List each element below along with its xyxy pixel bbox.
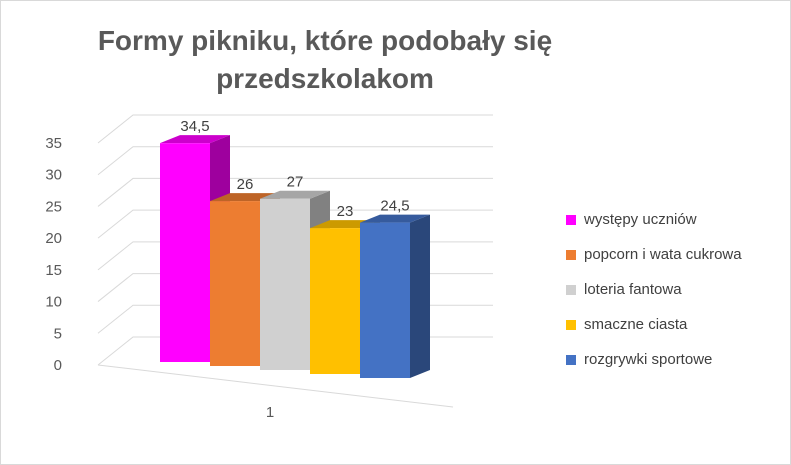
gridline <box>97 177 493 207</box>
legend-item: smaczne ciasta <box>566 307 742 342</box>
legend-label: popcorn i wata cukrowa <box>584 246 742 263</box>
y-tick-label: 25 <box>45 198 62 215</box>
data-labels: 34,5 26 27 23 24,5 <box>180 118 409 220</box>
y-tick-label: 5 <box>54 325 62 342</box>
legend-swatch <box>566 319 576 330</box>
chart-title: Formy pikniku, które podobały się przeds… <box>97 25 553 94</box>
data-label: 27 <box>287 174 304 191</box>
y-tick-label: 30 <box>45 167 62 184</box>
data-label: 23 <box>337 203 354 220</box>
gridline <box>97 209 493 239</box>
legend-swatch <box>566 284 576 295</box>
legend-label: loteria fantowa <box>584 281 682 298</box>
legend-item: popcorn i wata cukrowa <box>566 237 742 272</box>
y-tick-label: 15 <box>45 262 62 279</box>
legend-item: występy uczniów <box>566 202 742 237</box>
legend-label: występy uczniów <box>584 211 697 228</box>
legend: występy uczniów popcorn i wata cukrowa lot… <box>566 202 742 377</box>
legend-swatch <box>566 249 576 260</box>
x-tick-label: 1 <box>266 404 274 421</box>
legend-label: smaczne ciasta <box>584 316 688 333</box>
y-tick-label: 35 <box>45 135 62 152</box>
data-label: 24,5 <box>380 198 409 215</box>
x-axis: 1 <box>266 404 274 421</box>
legend-swatch <box>566 214 576 225</box>
y-tick-label: 10 <box>45 294 62 311</box>
floor-edge <box>97 364 454 408</box>
bars <box>160 135 430 378</box>
y-axis: 0 5 10 15 20 25 30 35 <box>45 135 62 374</box>
legend-item: rozgrywki sportowe <box>566 342 742 377</box>
legend-label: rozgrywki sportowe <box>584 351 713 368</box>
y-tick-label: 0 <box>54 357 62 374</box>
gridline <box>97 146 493 176</box>
bar <box>360 214 430 378</box>
gridline <box>97 114 493 144</box>
data-label: 34,5 <box>180 118 209 135</box>
legend-item: loteria fantowa <box>566 272 742 307</box>
data-label: 26 <box>237 176 254 193</box>
y-tick-label: 20 <box>45 230 62 247</box>
legend-swatch <box>566 354 576 365</box>
